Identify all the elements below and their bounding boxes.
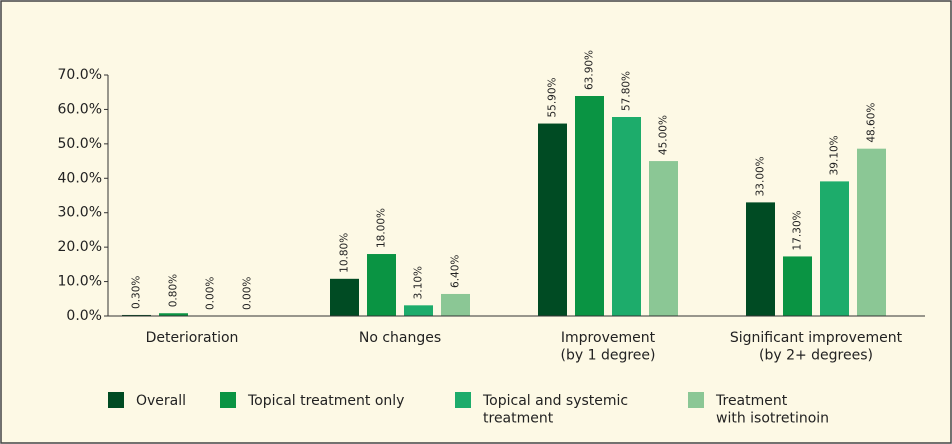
bar xyxy=(820,181,849,316)
x-tick-label: Improvement (by 1 degree) xyxy=(561,330,656,364)
value-label: 45.00% xyxy=(658,115,670,155)
legend-swatch xyxy=(455,392,471,408)
value-label: 3.10% xyxy=(413,266,425,299)
value-label: 48.60% xyxy=(866,103,878,143)
value-label: 10.80% xyxy=(339,233,351,273)
legend-swatch xyxy=(108,392,124,408)
bar xyxy=(404,305,433,316)
bar xyxy=(122,314,151,316)
legend-swatch xyxy=(220,392,236,408)
value-label: 0.80% xyxy=(168,274,180,307)
value-label: 39.10% xyxy=(829,135,841,175)
y-tick-label: 50.0% xyxy=(58,136,102,152)
y-tick-label: 0.0% xyxy=(66,308,102,324)
value-label: 55.90% xyxy=(547,77,559,117)
bar xyxy=(612,117,641,316)
bar xyxy=(159,313,188,316)
value-label: 0.00% xyxy=(205,277,217,310)
y-tick-label: 30.0% xyxy=(58,205,102,221)
value-label: 0.00% xyxy=(242,277,254,310)
value-label: 18.00% xyxy=(376,208,388,248)
bar xyxy=(857,148,886,316)
bar xyxy=(441,293,470,316)
y-tick-label: 40.0% xyxy=(58,170,102,186)
legend-label: Topical treatment only xyxy=(247,393,404,409)
value-label: 6.40% xyxy=(450,255,462,288)
y-tick-label: 20.0% xyxy=(58,239,102,255)
x-tick-label: Significant improvement (by 2+ degrees) xyxy=(730,330,903,364)
y-tick-label: 10.0% xyxy=(58,274,102,290)
bar xyxy=(746,202,775,316)
value-label: 0.30% xyxy=(131,276,143,309)
legend-label: Overall xyxy=(136,393,186,409)
value-label: 33.00% xyxy=(755,156,767,196)
legend-label: Topical and systemic treatment xyxy=(482,393,628,427)
y-tick-label: 70.0% xyxy=(58,67,102,83)
value-label: 63.90% xyxy=(584,50,596,90)
bar xyxy=(330,278,359,316)
value-label: 57.80% xyxy=(621,71,633,111)
bar xyxy=(575,96,604,316)
y-tick-label: 60.0% xyxy=(58,101,102,117)
bar xyxy=(538,123,567,317)
x-tick-label: Deterioration xyxy=(146,330,239,346)
legend-label: Treatment with isotretinoin xyxy=(715,393,829,427)
bar xyxy=(649,161,678,316)
bar xyxy=(367,254,396,316)
x-tick-label: No changes xyxy=(359,330,441,346)
legend-swatch xyxy=(688,392,704,408)
value-label: 17.30% xyxy=(792,210,804,250)
bar xyxy=(783,256,812,316)
